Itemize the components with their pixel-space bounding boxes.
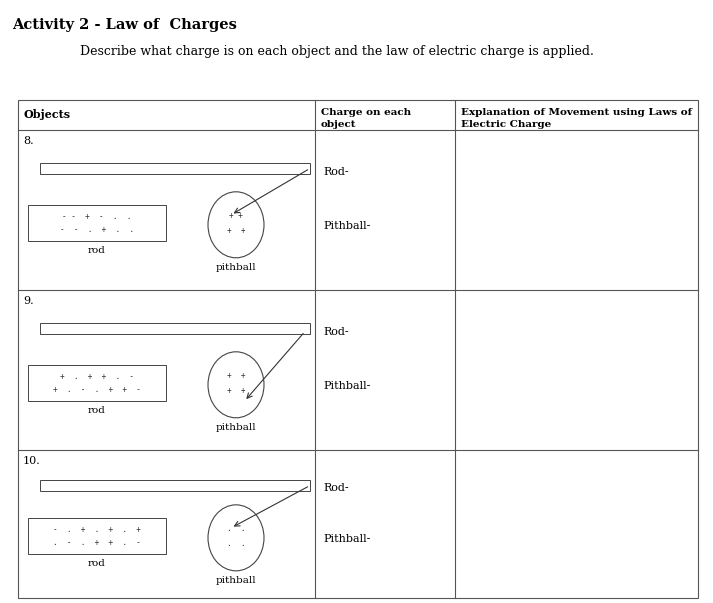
Text: Pithball-: Pithball- xyxy=(323,221,370,231)
Text: Pithball-: Pithball- xyxy=(323,534,370,544)
Text: Rod-: Rod- xyxy=(323,484,349,493)
Bar xyxy=(28,518,166,554)
Text: +  +: + + xyxy=(227,226,245,235)
Text: Activity 2 - Law of  Charges: Activity 2 - Law of Charges xyxy=(12,18,237,32)
Text: Describe what charge is on each object and the law of electric charge is applied: Describe what charge is on each object a… xyxy=(80,45,594,58)
Text: pithball: pithball xyxy=(216,423,256,432)
Ellipse shape xyxy=(208,192,264,258)
Text: 9.: 9. xyxy=(23,296,34,306)
Text: .  -  .  +  +  .  -: . - . + + . - xyxy=(53,538,141,548)
Text: +  .  +  +  .  -: + . + + . - xyxy=(60,372,134,381)
Bar xyxy=(40,163,310,174)
Bar xyxy=(28,365,166,401)
Text: - -  +  -  .  .: - - + - . . xyxy=(62,212,132,221)
Text: -  .  +  .  +  .  +: - . + . + . + xyxy=(53,525,141,534)
Bar xyxy=(40,323,310,334)
Text: +  +: + + xyxy=(227,387,245,396)
Text: rod: rod xyxy=(88,559,106,568)
Text: 10.: 10. xyxy=(23,456,41,466)
Text: + +: + + xyxy=(229,211,243,220)
Text: .  .: . . xyxy=(227,539,245,548)
Text: 8.: 8. xyxy=(23,136,34,146)
Text: -  -  .  +  .  .: - - . + . . xyxy=(60,226,134,235)
Bar xyxy=(40,480,310,491)
Text: Objects: Objects xyxy=(23,110,70,121)
Bar xyxy=(18,100,698,598)
Text: rod: rod xyxy=(88,246,106,255)
Text: pithball: pithball xyxy=(216,263,256,272)
Ellipse shape xyxy=(208,505,264,571)
Text: Charge on each
object: Charge on each object xyxy=(321,108,411,129)
Text: Explanation of Movement using Laws of
Electric Charge: Explanation of Movement using Laws of El… xyxy=(461,108,692,129)
Bar xyxy=(28,205,166,241)
Text: Rod-: Rod- xyxy=(323,166,349,177)
Text: pithball: pithball xyxy=(216,576,256,585)
Text: .  .: . . xyxy=(227,525,245,533)
Text: rod: rod xyxy=(88,406,106,415)
Text: Rod-: Rod- xyxy=(323,327,349,336)
Text: +  +: + + xyxy=(227,371,245,380)
Text: Pithball-: Pithball- xyxy=(323,381,370,391)
Text: +  .  -  .  +  +  -: + . - . + + - xyxy=(53,385,141,394)
Ellipse shape xyxy=(208,352,264,418)
